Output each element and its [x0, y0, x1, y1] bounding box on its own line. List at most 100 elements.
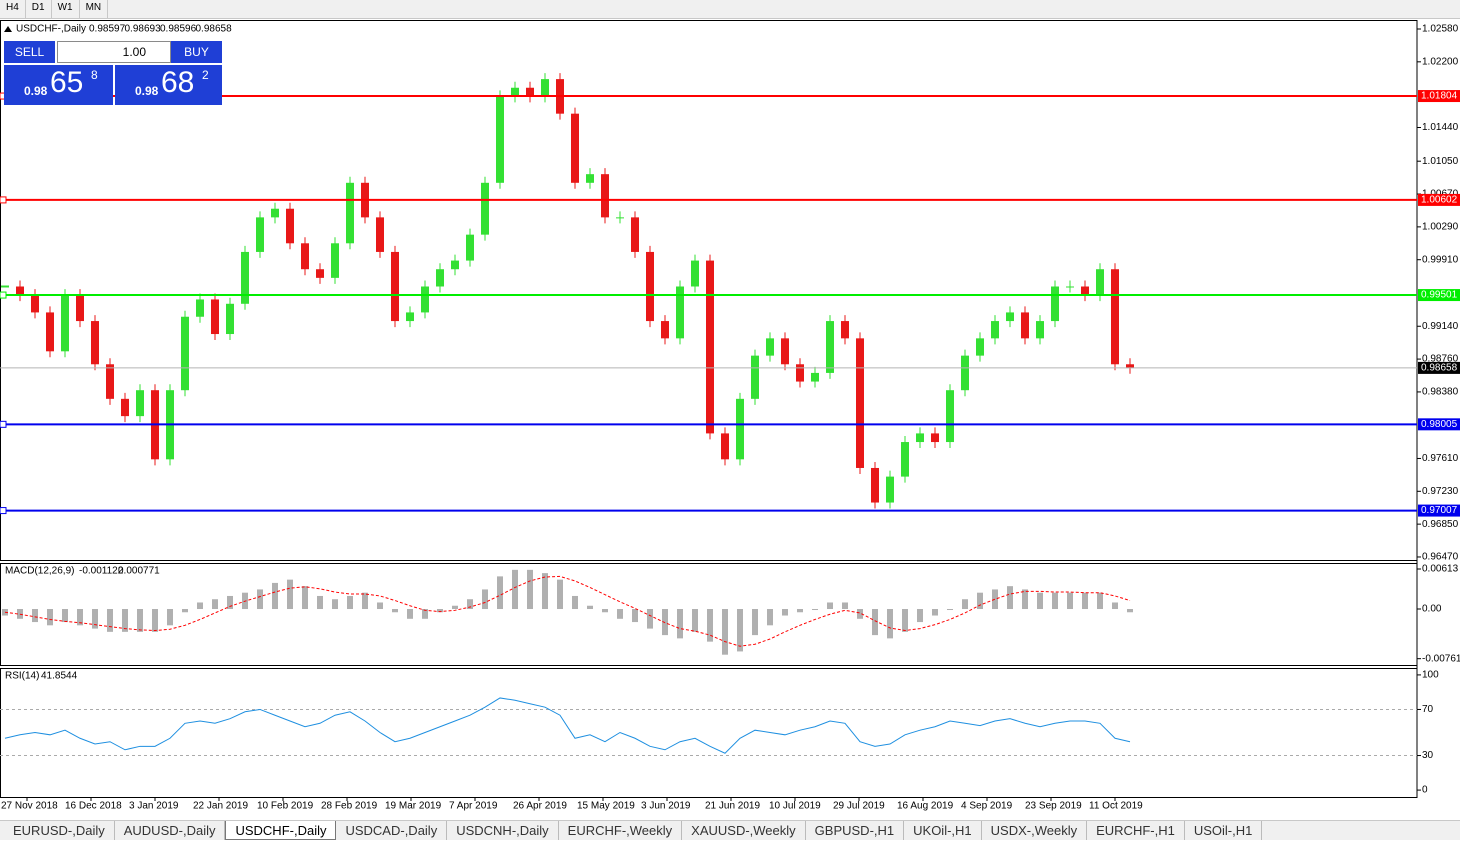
- candle: [451, 260, 459, 270]
- timeframe-button[interactable]: W1: [52, 0, 80, 18]
- candle: [826, 321, 834, 373]
- candle: [496, 96, 504, 183]
- candle: [601, 174, 609, 218]
- timeframe-button[interactable]: H4: [0, 0, 26, 18]
- level-label: 1.00602: [1421, 195, 1458, 206]
- candle: [841, 321, 849, 339]
- lot-input[interactable]: 1.00: [57, 41, 171, 63]
- macd-bar: [47, 609, 53, 626]
- macd-bar: [362, 592, 368, 610]
- panel-frame: [0, 668, 1418, 798]
- timeframe-button[interactable]: D1: [26, 0, 52, 18]
- level-anchor: [0, 507, 7, 515]
- x-tick-label: 27 Nov 2018: [1, 801, 58, 812]
- ask-small: 2: [202, 68, 209, 82]
- chart-tab[interactable]: AUDUSD-,Daily: [115, 821, 226, 840]
- chart-tab[interactable]: USDCNH-,Daily: [447, 821, 559, 840]
- candle: [976, 338, 984, 356]
- candle: [481, 182, 489, 235]
- ask-price[interactable]: 0.98 68 2: [115, 65, 222, 105]
- y-tick-label: 0.99910: [1422, 254, 1459, 265]
- level-box: [1418, 193, 1460, 206]
- chart-tab[interactable]: USDX-,Weekly: [982, 821, 1088, 840]
- buy-button[interactable]: BUY: [171, 41, 222, 63]
- bid-price[interactable]: 0.98 65 8: [4, 65, 113, 105]
- x-tick-label: 19 Mar 2019: [385, 801, 442, 812]
- macd-bar: [332, 599, 338, 610]
- level-anchor: [0, 420, 7, 428]
- rsi-value: 41.8544: [41, 671, 78, 682]
- chart-tab[interactable]: EURCHF-,H1: [1087, 821, 1185, 840]
- candle: [661, 321, 669, 339]
- y-tick-label: 0: [1422, 785, 1428, 796]
- level-label: 0.99501: [1421, 290, 1458, 301]
- macd-bar: [482, 589, 488, 610]
- candle: [436, 269, 444, 287]
- candle: [1066, 286, 1074, 288]
- candle: [1021, 312, 1029, 339]
- rsi-label: RSI(14): [5, 671, 39, 682]
- candle: [541, 79, 549, 97]
- macd-bar: [662, 609, 668, 636]
- x-tick-label: 23 Sep 2019: [1025, 801, 1082, 812]
- rsi-line: [4, 697, 1131, 754]
- chart-tab[interactable]: USDCHF-,Daily: [225, 821, 337, 840]
- macd-bar: [977, 592, 983, 610]
- macd-bar: [902, 609, 908, 632]
- macd-bar: [752, 609, 758, 636]
- x-tick-label: 7 Apr 2019: [449, 801, 498, 812]
- candle: [616, 217, 624, 219]
- candle: [901, 442, 909, 477]
- x-tick-label: 28 Feb 2019: [321, 801, 378, 812]
- macd-bar: [1097, 592, 1103, 610]
- macd-bar: [512, 569, 518, 610]
- candle: [301, 243, 309, 270]
- macd-bar: [557, 579, 563, 610]
- chart-tab[interactable]: USOil-,H1: [1185, 821, 1263, 840]
- y-tick-label: 0.97610: [1422, 453, 1459, 464]
- y-tick-label: 100: [1422, 670, 1439, 681]
- macd-bar: [212, 599, 218, 610]
- candle: [886, 476, 894, 503]
- x-tick-label: 11 Oct 2019: [1089, 801, 1143, 812]
- candle: [1096, 269, 1104, 296]
- macd-bar: [632, 609, 638, 623]
- chart-tab[interactable]: XAUUSD-,Weekly: [682, 821, 806, 840]
- candle: [676, 286, 684, 339]
- candle: [16, 286, 24, 296]
- chart-tab[interactable]: EURCHF-,Weekly: [559, 821, 683, 840]
- macd-bar: [152, 609, 158, 632]
- chart-tab[interactable]: UKOil-,H1: [904, 821, 982, 840]
- candle: [946, 390, 954, 443]
- y-tick-label: 0.97230: [1422, 486, 1459, 497]
- bid-prefix: 0.98: [24, 84, 48, 98]
- timeframe-button[interactable]: MN: [80, 0, 109, 18]
- macd-bar: [812, 609, 818, 611]
- candle: [346, 182, 354, 244]
- macd-bar: [437, 609, 443, 613]
- macd-bar: [1007, 586, 1013, 610]
- macd-bar: [647, 609, 653, 629]
- chart-tab[interactable]: USDCAD-,Daily: [336, 821, 448, 840]
- level-label: 1.01804: [1421, 91, 1458, 102]
- macd-bar: [317, 595, 323, 610]
- macd-bar: [782, 609, 788, 616]
- macd-bar: [107, 609, 113, 632]
- candle: [76, 295, 84, 322]
- candle: [631, 217, 639, 252]
- candle: [811, 372, 819, 382]
- sell-button[interactable]: SELL: [4, 41, 55, 63]
- macd-bar: [1022, 589, 1028, 610]
- symbol: USDCHF-,Daily: [16, 24, 86, 35]
- candle: [961, 355, 969, 391]
- macd-bar: [62, 609, 68, 623]
- level-anchor: [0, 291, 7, 299]
- macd-bar: [707, 609, 713, 642]
- chart-tab[interactable]: GBPUSD-,H1: [806, 821, 905, 840]
- candle: [646, 251, 654, 322]
- bid-big: 65: [50, 66, 84, 99]
- macd-bar: [947, 609, 953, 611]
- chart-tab[interactable]: EURUSD-,Daily: [4, 821, 115, 840]
- macd-bar: [452, 605, 458, 610]
